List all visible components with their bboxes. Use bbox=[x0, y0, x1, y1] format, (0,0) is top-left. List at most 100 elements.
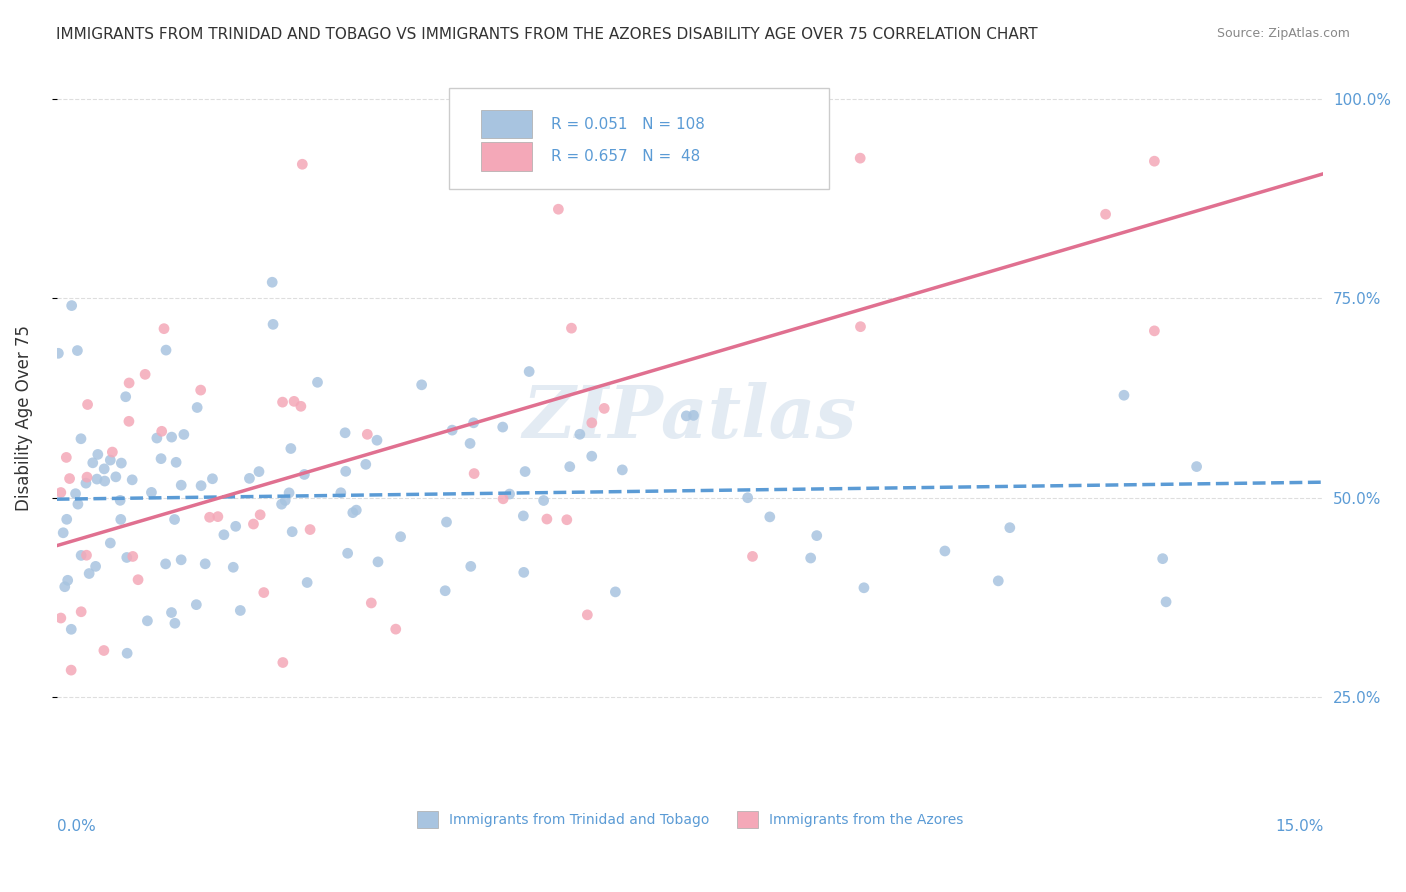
Point bbox=[70, 605, 93, 619]
Point bbox=[115, 550, 138, 565]
Point bbox=[48, 346, 70, 360]
Point bbox=[52, 525, 75, 540]
Point bbox=[121, 549, 143, 564]
Text: R = 0.051   N = 108: R = 0.051 N = 108 bbox=[551, 117, 704, 132]
Point bbox=[76, 548, 98, 562]
Point bbox=[155, 343, 177, 357]
Point bbox=[225, 519, 247, 533]
Point bbox=[605, 585, 627, 599]
Point bbox=[163, 512, 186, 526]
Point bbox=[299, 523, 322, 537]
Point bbox=[190, 383, 212, 397]
Point bbox=[153, 321, 176, 335]
Point bbox=[291, 157, 314, 171]
Point bbox=[849, 319, 872, 334]
Point bbox=[118, 414, 141, 428]
Point bbox=[492, 491, 515, 506]
Point bbox=[84, 559, 107, 574]
Point bbox=[292, 467, 315, 482]
Point bbox=[56, 574, 79, 588]
Point bbox=[612, 463, 634, 477]
Point bbox=[66, 497, 89, 511]
Point bbox=[336, 546, 359, 560]
Point bbox=[212, 527, 235, 541]
Point bbox=[389, 530, 412, 544]
Point bbox=[115, 646, 138, 660]
Text: Source: ZipAtlas.com: Source: ZipAtlas.com bbox=[1216, 27, 1350, 40]
Point bbox=[60, 622, 83, 636]
Point bbox=[342, 506, 364, 520]
Point bbox=[281, 524, 304, 539]
Point bbox=[436, 515, 458, 529]
Point bbox=[201, 472, 224, 486]
Point bbox=[741, 549, 763, 564]
Point bbox=[98, 536, 121, 550]
Point bbox=[1185, 459, 1208, 474]
Point bbox=[1152, 551, 1174, 566]
Point bbox=[86, 472, 108, 486]
Point bbox=[262, 275, 284, 289]
Point bbox=[70, 432, 93, 446]
Point bbox=[344, 503, 367, 517]
Point bbox=[93, 474, 115, 488]
Point bbox=[492, 420, 515, 434]
Point bbox=[307, 376, 329, 390]
Point bbox=[160, 606, 183, 620]
Point bbox=[333, 425, 356, 440]
Point bbox=[290, 399, 312, 413]
Point bbox=[186, 598, 208, 612]
Point bbox=[441, 423, 464, 437]
Point bbox=[82, 456, 104, 470]
Point bbox=[1094, 207, 1116, 221]
Point bbox=[806, 528, 828, 542]
Point bbox=[127, 573, 149, 587]
Point bbox=[93, 643, 115, 657]
Point bbox=[222, 560, 245, 574]
Point bbox=[1143, 154, 1166, 169]
Point bbox=[186, 401, 208, 415]
Point bbox=[533, 493, 555, 508]
Point bbox=[581, 449, 603, 463]
Point bbox=[384, 622, 406, 636]
Text: IMMIGRANTS FROM TRINIDAD AND TOBAGO VS IMMIGRANTS FROM THE AZORES DISABILITY AGE: IMMIGRANTS FROM TRINIDAD AND TOBAGO VS I… bbox=[56, 27, 1038, 42]
Point bbox=[110, 456, 132, 470]
Point bbox=[560, 321, 582, 335]
Text: 15.0%: 15.0% bbox=[1275, 819, 1323, 834]
Point bbox=[207, 509, 229, 524]
Point bbox=[136, 614, 159, 628]
Point bbox=[356, 427, 378, 442]
Point bbox=[66, 343, 89, 358]
Point bbox=[76, 397, 98, 411]
Point bbox=[270, 497, 292, 511]
Point bbox=[49, 611, 72, 625]
Text: ZIPatlas: ZIPatlas bbox=[523, 383, 858, 453]
Point bbox=[329, 485, 352, 500]
Text: R = 0.657   N =  48: R = 0.657 N = 48 bbox=[551, 149, 700, 164]
Point bbox=[170, 553, 193, 567]
Point bbox=[367, 555, 389, 569]
Point bbox=[76, 470, 98, 484]
Point bbox=[278, 486, 301, 500]
Point bbox=[295, 575, 318, 590]
Point bbox=[1143, 324, 1166, 338]
Point bbox=[121, 473, 143, 487]
Point bbox=[262, 318, 284, 332]
Point bbox=[146, 431, 169, 445]
Point bbox=[460, 559, 482, 574]
Point bbox=[253, 585, 276, 599]
Point bbox=[58, 472, 80, 486]
Point bbox=[104, 470, 127, 484]
Point bbox=[49, 485, 72, 500]
Point bbox=[737, 491, 759, 505]
Point bbox=[163, 616, 186, 631]
Point bbox=[682, 409, 704, 423]
Point bbox=[280, 442, 302, 456]
Point bbox=[101, 445, 124, 459]
Point bbox=[434, 583, 457, 598]
Point bbox=[555, 513, 578, 527]
Point bbox=[55, 450, 77, 465]
Point bbox=[108, 493, 131, 508]
Point bbox=[513, 465, 536, 479]
Point bbox=[849, 151, 872, 165]
Point bbox=[134, 368, 156, 382]
